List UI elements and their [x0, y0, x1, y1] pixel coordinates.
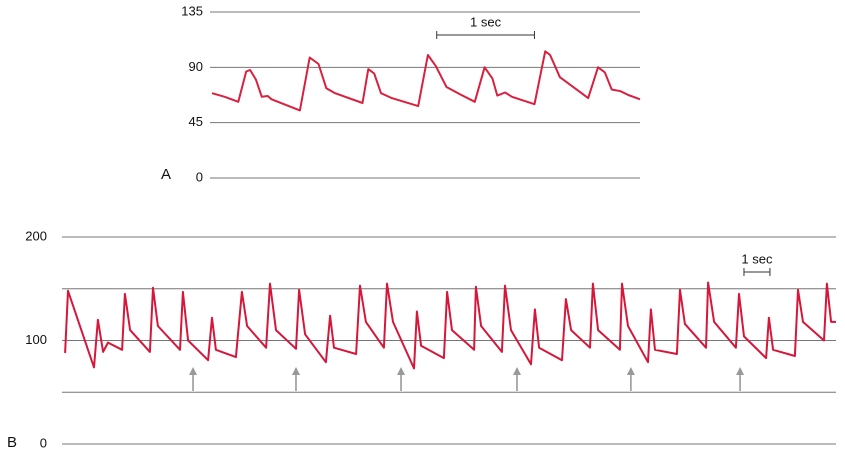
y-tick-label: 135 [181, 3, 203, 18]
scale-bar-label: 1 sec [470, 14, 502, 29]
arrow-head [626, 367, 635, 375]
arrow-head [736, 367, 745, 375]
y-tick-label: 200 [25, 228, 47, 243]
y-tick-label: 0 [40, 435, 47, 450]
arrow-head [397, 367, 406, 375]
arrow-head [189, 367, 198, 375]
y-tick-label: 45 [189, 114, 203, 129]
panel-label: A [161, 166, 171, 183]
panel-label: B [7, 434, 17, 451]
y-tick-label: 90 [189, 59, 203, 74]
arrow-head [291, 367, 300, 375]
scale-bar-label: 1 sec [741, 251, 773, 266]
trace [64, 281, 836, 370]
y-tick-label: 100 [25, 332, 47, 347]
y-tick-label: 0 [196, 169, 203, 184]
trace [211, 50, 641, 112]
arrow-head [512, 367, 521, 375]
